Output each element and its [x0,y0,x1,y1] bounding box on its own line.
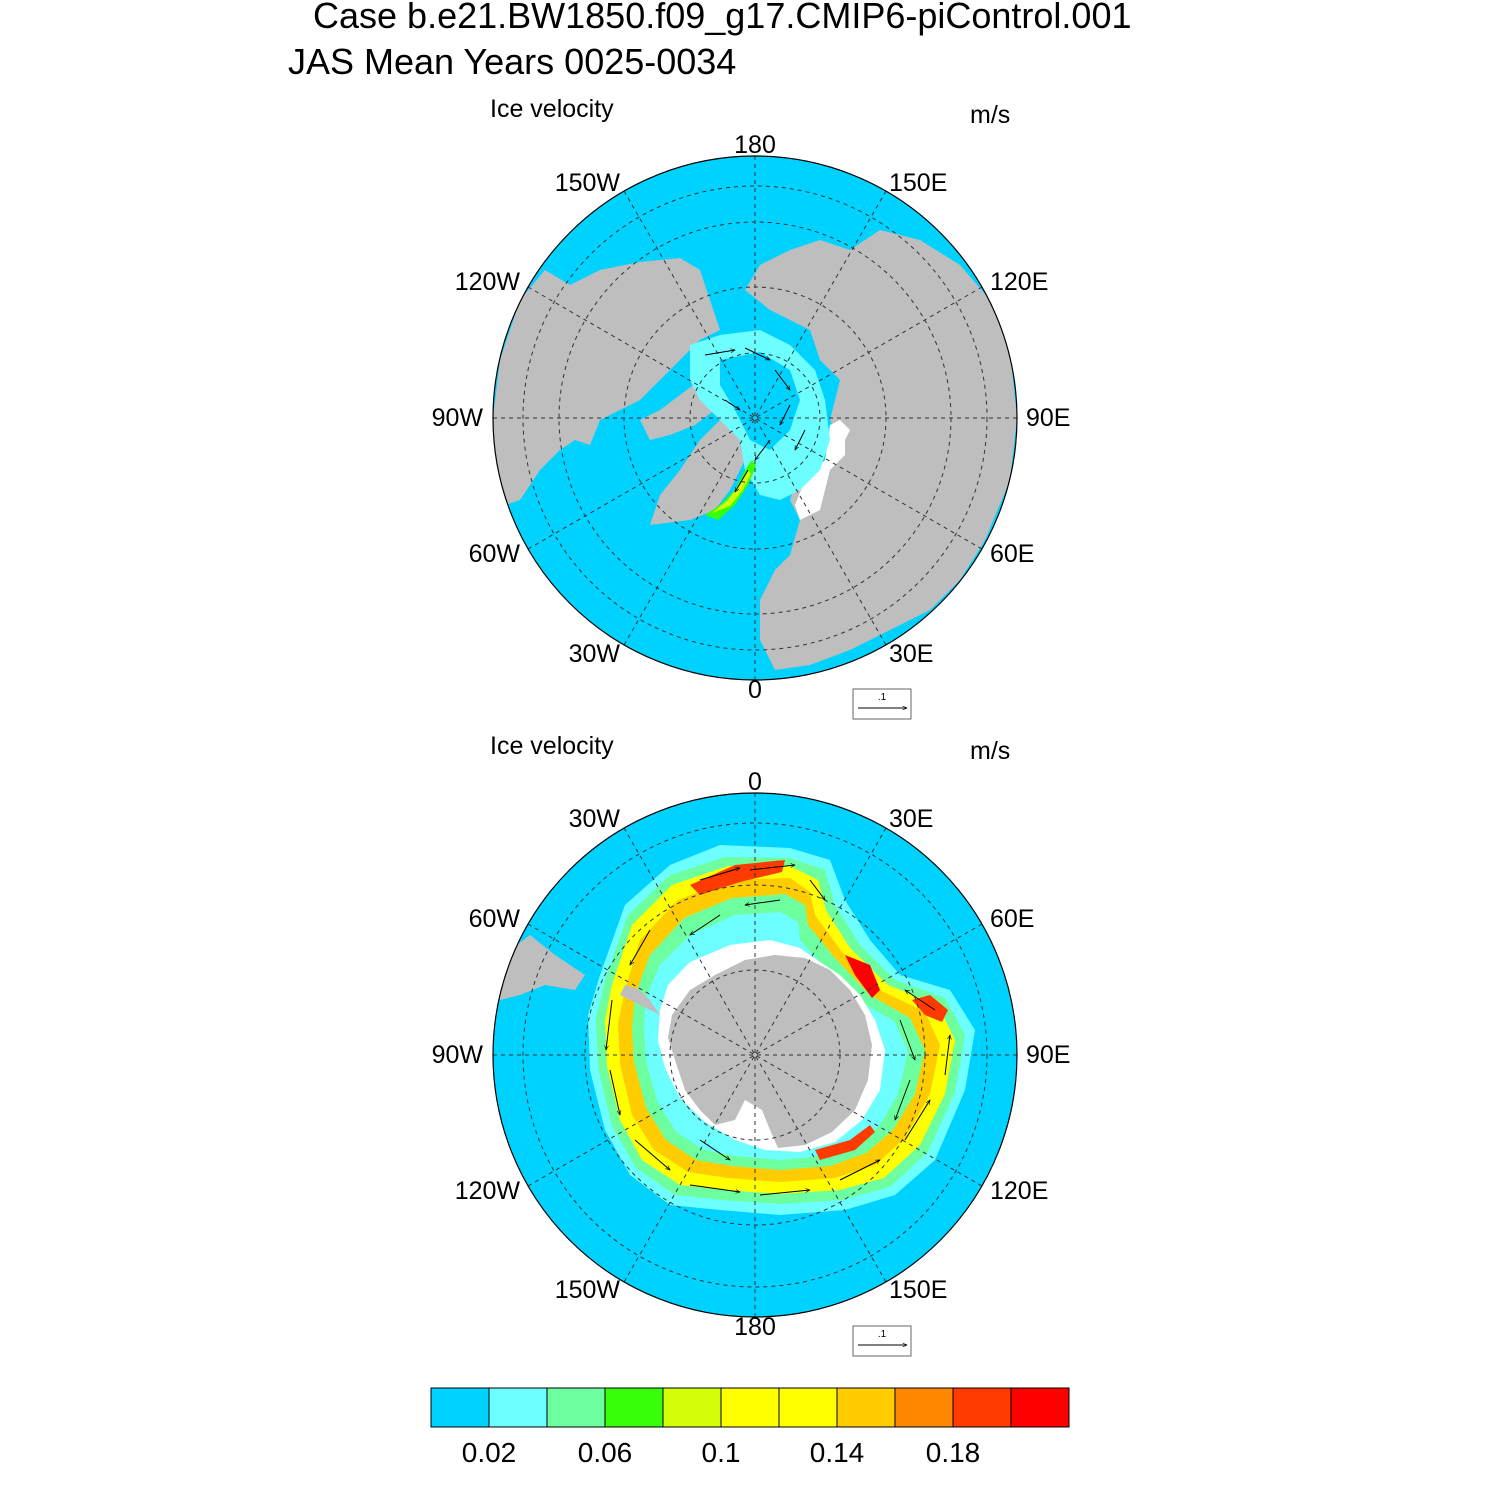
nh-lon-label-60w: 60W [469,540,521,568]
sh-border [492,792,1018,1318]
sh-lon-label-180: 180 [734,1313,776,1341]
sh-lon-label-150e: 150E [889,1276,947,1304]
nh-ice-edge-green [705,460,756,520]
sh-lon-label-60e: 60E [990,905,1034,933]
colorbar-swatch [430,1387,490,1428]
nh-lon-label-120w: 120W [455,268,521,296]
colorbar-swatch [1010,1387,1070,1428]
nh-land-greenland [650,420,745,525]
colorbar-swatch [488,1387,548,1428]
sh-ice-max-coast [845,955,880,998]
nh-graticule [493,156,1017,680]
sh-lon-label-30e: 30E [889,805,933,833]
sh-land-south-america [493,935,585,1000]
nh-panel: Ice velocity m/s [432,95,1070,720]
sh-map [493,793,1017,1317]
nh-lon-label-30e: 30E [889,640,933,668]
sh-lon-label-120w: 120W [455,1177,521,1205]
sh-reference-vector-label: .1 [878,1329,887,1340]
nh-lon-label-90w: 90W [432,404,484,432]
sh-units-label: m/s [970,737,1010,765]
sh-lon-label-120e: 120E [990,1177,1048,1205]
colorbar: 0.02 0.06 0.1 0.14 0.18 [430,1387,1070,1468]
nh-border [492,155,1018,681]
sh-lon-label-0: 0 [748,768,762,796]
nh-ice-edge-yellow [712,470,751,513]
nh-lon-label-180: 180 [734,131,776,159]
sh-lon-label-90e: 90E [1026,1041,1070,1069]
nh-map [493,156,1017,680]
sh-lon-label-90w: 90W [432,1041,484,1069]
colorbar-swatch [604,1387,664,1428]
title-line-2: JAS Mean Years 0025-0034 [288,41,736,82]
nh-lon-label-60e: 60E [990,540,1034,568]
nh-lon-label-0: 0 [748,676,762,704]
colorbar-swatch [546,1387,606,1428]
sh-land-antarctica [668,955,872,1148]
sh-ice-max-wilkes [815,1125,875,1160]
nh-lon-label-120e: 120E [990,268,1048,296]
sh-ice-max-east [912,995,948,1022]
colorbar-tick-label: 0.14 [810,1437,865,1468]
colorbar-tick-label: 0.06 [578,1437,633,1468]
sh-graticule [493,793,1017,1317]
sh-vectors [606,865,950,1196]
nh-variable-label: Ice velocity [490,95,614,123]
sh-lon-label-150w: 150W [555,1276,621,1304]
sh-lon-label-30w: 30W [569,805,621,833]
nh-coast-eurasia [795,420,850,520]
sh-lon-label-60w: 60W [469,905,521,933]
nh-lon-label-30w: 30W [569,640,621,668]
nh-land-eurasia [745,230,1017,670]
colorbar-swatch [662,1387,722,1428]
colorbar-swatch [952,1387,1012,1428]
colorbar-swatch [836,1387,896,1428]
sh-panel: Ice velocity m/s [432,732,1070,1357]
colorbar-swatch [778,1387,838,1428]
sh-variable-label: Ice velocity [490,732,614,760]
sh-land-peninsula [620,985,660,1015]
nh-lon-label-90e: 90E [1026,404,1070,432]
colorbar-tick-label: 0.18 [926,1437,981,1468]
colorbar-swatch [894,1387,954,1428]
nh-lon-label-150w: 150W [555,169,621,197]
nh-reference-vector: .1 [852,688,912,720]
colorbar-tick-label: 0.1 [702,1437,741,1468]
nh-vectors [704,347,806,492]
colorbar-swatch [720,1387,780,1428]
nh-land-north-america [493,258,720,505]
title-line-1: Case b.e21.BW1850.f09_g17.CMIP6-piContro… [313,0,1132,36]
nh-lon-label-150e: 150E [889,169,947,197]
sh-reference-vector: .1 [852,1325,912,1357]
nh-reference-vector-label: .1 [878,692,887,703]
nh-units-label: m/s [970,101,1010,129]
colorbar-tick-label: 0.02 [462,1437,517,1468]
